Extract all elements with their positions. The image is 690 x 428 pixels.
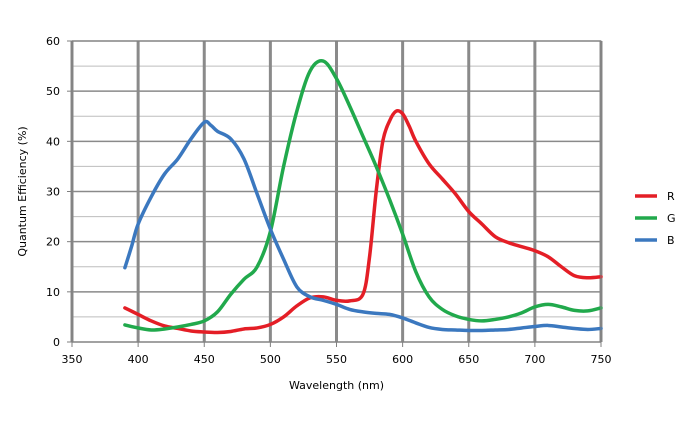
plot-frame xyxy=(71,40,602,343)
y-tick-label: 50 xyxy=(46,85,60,98)
x-tick-label: 700 xyxy=(524,353,545,366)
y-tick-label: 10 xyxy=(46,286,60,299)
y-tick-label: 30 xyxy=(46,186,60,199)
x-tick-label: 650 xyxy=(458,353,479,366)
series-lines xyxy=(123,59,603,335)
x-tick-label: 550 xyxy=(326,353,347,366)
x-tick-labels: 350 400 450 500 550 600 650 700 750 xyxy=(62,353,612,366)
x-tick-label: 450 xyxy=(194,353,215,366)
x-tick-label: 400 xyxy=(128,353,149,366)
y-axis-title: Quantum Efficiency (%) xyxy=(16,126,29,256)
y-tick-label: 20 xyxy=(46,236,60,249)
legend-label-r: R xyxy=(667,190,675,203)
x-tick-label: 350 xyxy=(62,353,83,366)
series-line-r xyxy=(123,108,603,335)
x-tick-label: 600 xyxy=(392,353,413,366)
legend-label-b: B xyxy=(667,234,675,247)
series-line-b xyxy=(123,119,603,333)
x-axis-title: Wavelength (nm) xyxy=(289,379,384,392)
legend: RGB xyxy=(635,190,676,247)
y-tick-label: 60 xyxy=(46,35,60,48)
y-tick-label: 0 xyxy=(53,336,60,349)
y-tick-label: 40 xyxy=(46,135,60,148)
x-tick-label: 750 xyxy=(591,353,612,366)
series-line-g xyxy=(123,59,603,332)
legend-label-g: G xyxy=(667,212,676,225)
x-tick-label: 500 xyxy=(260,353,281,366)
y-tick-labels: 0 10 20 30 40 50 60 xyxy=(46,35,60,349)
